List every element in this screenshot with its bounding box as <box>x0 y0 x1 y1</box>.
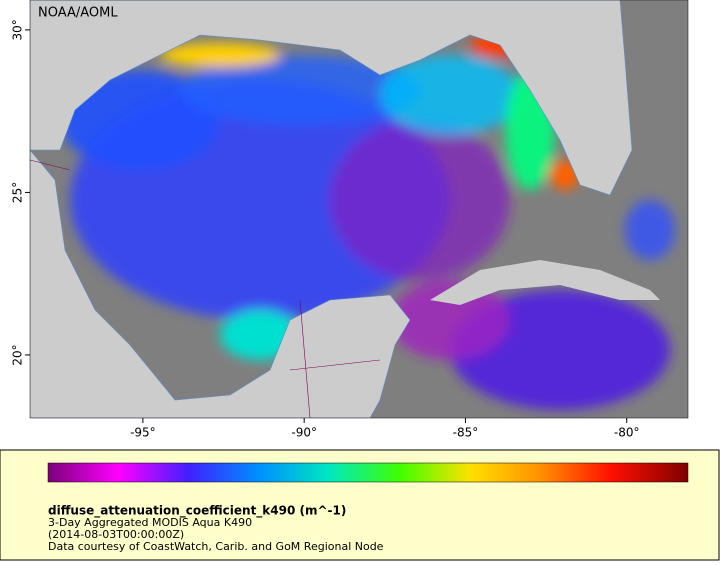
y-tick-label: 30° <box>11 19 25 40</box>
y-tick-label: 25° <box>11 182 25 203</box>
legend-line: (2014-08-03T00:00:00Z) <box>48 528 184 541</box>
badge: NOAA/AOML <box>38 6 118 21</box>
land-us <box>30 0 633 196</box>
colorbar <box>47 462 689 483</box>
borders <box>30 159 381 418</box>
legend-line: Data courtesy of CoastWatch, Carib. and … <box>48 540 384 553</box>
x-tick-label: -95° <box>130 426 156 440</box>
map-frame <box>29 0 689 419</box>
x-tick-label: -90° <box>291 426 317 440</box>
map <box>30 0 688 418</box>
variable: diffuse_attenuation_coefficient_k490 (m^… <box>48 504 346 519</box>
y-tick-label: 20° <box>11 344 25 365</box>
land-mexico <box>30 149 411 418</box>
land-cuba <box>430 260 660 305</box>
x-tick-label: -80° <box>614 426 640 440</box>
x-tick-label: -85° <box>453 426 479 440</box>
legend-line: 3-Day Aggregated MODIS Aqua K490 <box>48 516 252 529</box>
